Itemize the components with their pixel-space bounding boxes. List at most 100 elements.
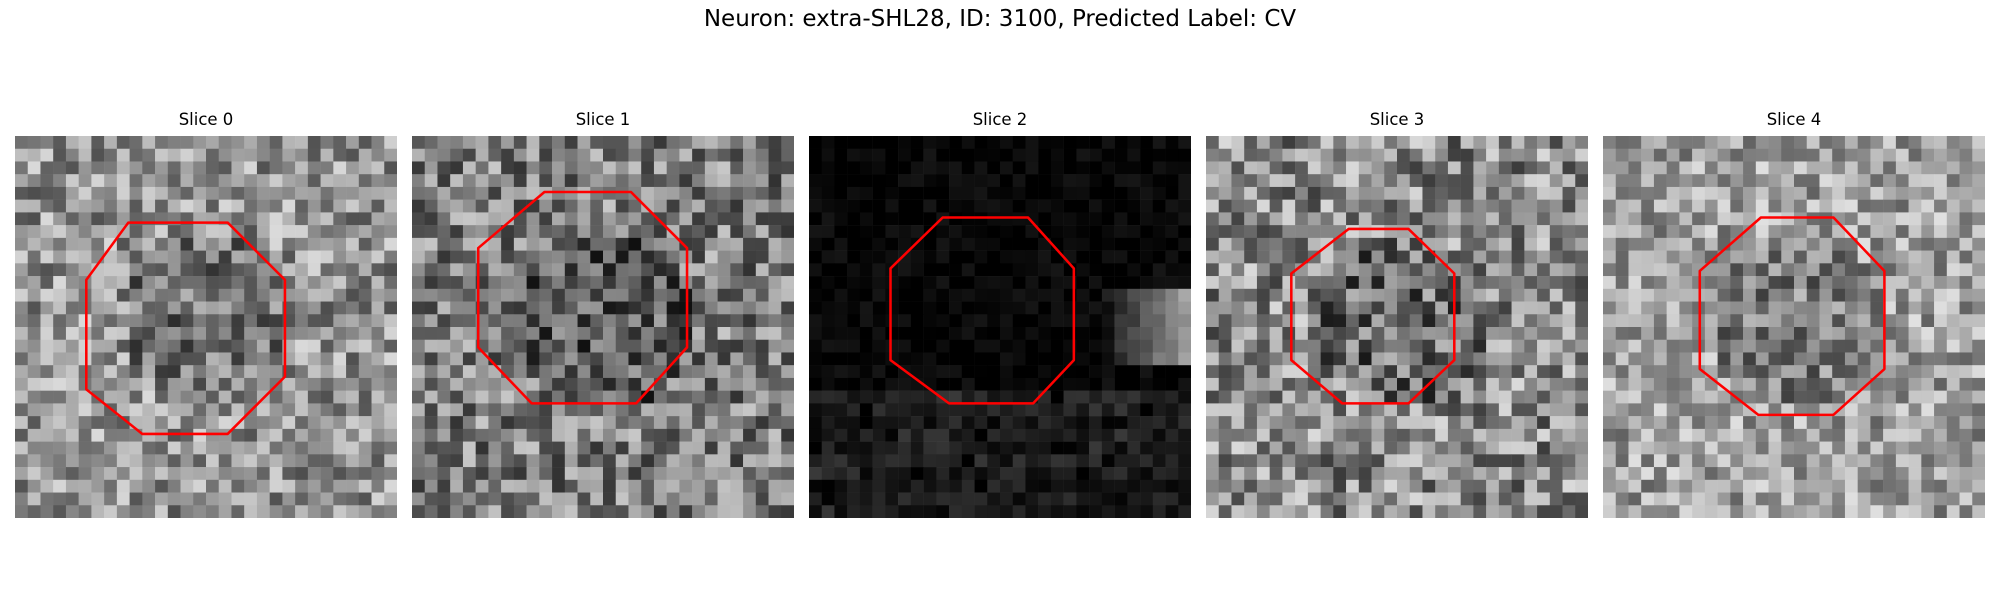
pixel — [91, 467, 105, 481]
pixel — [847, 314, 861, 328]
pixel — [628, 250, 642, 264]
pixel — [743, 276, 757, 290]
pixel — [1447, 161, 1461, 175]
pixel — [577, 199, 591, 213]
pixel — [641, 454, 655, 468]
pixel — [1857, 403, 1871, 417]
pixel — [1178, 467, 1191, 481]
pixel — [256, 352, 270, 366]
pixel — [78, 467, 92, 481]
pixel — [462, 479, 476, 493]
pixel — [218, 174, 232, 188]
pixel — [847, 454, 861, 468]
pixel — [821, 186, 835, 200]
pixel — [936, 467, 950, 481]
pixel — [1895, 186, 1909, 200]
pixel — [256, 148, 270, 162]
pixel — [859, 441, 873, 455]
pixel — [885, 276, 899, 290]
pixel — [384, 174, 397, 188]
pixel — [1282, 390, 1296, 404]
pixel — [256, 136, 270, 149]
pixel — [256, 467, 270, 481]
pixel — [603, 416, 616, 430]
pixel — [974, 441, 988, 455]
pixel — [1178, 225, 1191, 239]
pixel — [552, 263, 566, 277]
pixel — [501, 339, 515, 353]
pixel — [256, 441, 270, 455]
pixel — [1218, 161, 1232, 175]
pixel — [129, 199, 143, 213]
pixel — [834, 225, 848, 239]
pixel — [717, 225, 731, 239]
pixel — [231, 467, 245, 481]
pixel — [104, 212, 118, 226]
pixel — [1794, 212, 1807, 226]
roi-contour — [1698, 216, 1886, 417]
pixel — [1333, 352, 1347, 366]
pixel — [961, 505, 975, 518]
pixel — [552, 136, 566, 149]
pixel — [743, 250, 757, 264]
pixel — [1295, 390, 1309, 404]
pixel — [539, 365, 553, 379]
pixel — [116, 288, 130, 302]
pixel — [615, 352, 629, 366]
pixel — [1307, 505, 1321, 518]
pixel — [295, 352, 309, 366]
pixel — [104, 390, 118, 404]
pixel — [1844, 492, 1858, 506]
pixel — [974, 174, 988, 188]
pixel — [1384, 148, 1398, 162]
pixel — [1101, 250, 1115, 264]
pixel — [1908, 428, 1922, 442]
pixel — [1679, 212, 1693, 226]
pixel — [1000, 237, 1013, 251]
pixel — [206, 148, 219, 162]
pixel — [1730, 276, 1744, 290]
pixel — [539, 174, 553, 188]
pixel — [1346, 492, 1360, 506]
pixel — [206, 492, 219, 506]
pixel — [15, 339, 28, 353]
pixel — [781, 492, 794, 506]
pixel — [1269, 492, 1283, 506]
pixel — [295, 403, 309, 417]
pixel — [859, 352, 873, 366]
pixel — [1089, 428, 1103, 442]
pixel — [231, 212, 245, 226]
pixel — [371, 492, 385, 506]
pixel — [1206, 301, 1219, 315]
pixel — [1743, 174, 1757, 188]
pixel — [1397, 479, 1410, 493]
pixel — [834, 161, 848, 175]
pixel — [704, 148, 718, 162]
pixel — [1231, 479, 1245, 493]
pixel — [1615, 365, 1629, 379]
pixel — [1333, 250, 1347, 264]
pixel — [450, 301, 464, 315]
pixel — [475, 225, 489, 239]
pixel — [1165, 237, 1179, 251]
pixel — [1000, 186, 1013, 200]
pixel — [206, 403, 219, 417]
pixel — [1140, 250, 1154, 264]
pixel — [256, 377, 270, 391]
pixel — [1358, 199, 1372, 213]
pixel — [1730, 428, 1744, 442]
pixel — [1575, 237, 1588, 251]
pixel — [577, 365, 591, 379]
pixel — [1012, 148, 1026, 162]
pixel — [15, 467, 28, 481]
pixel — [590, 454, 604, 468]
pixel — [1679, 492, 1693, 506]
pixel — [15, 237, 28, 251]
pixel — [1641, 454, 1655, 468]
pixel — [1959, 454, 1973, 468]
pixel — [1575, 403, 1588, 417]
pixel — [167, 339, 181, 353]
pixel — [923, 492, 937, 506]
pixel — [743, 352, 757, 366]
pixel — [412, 314, 425, 328]
